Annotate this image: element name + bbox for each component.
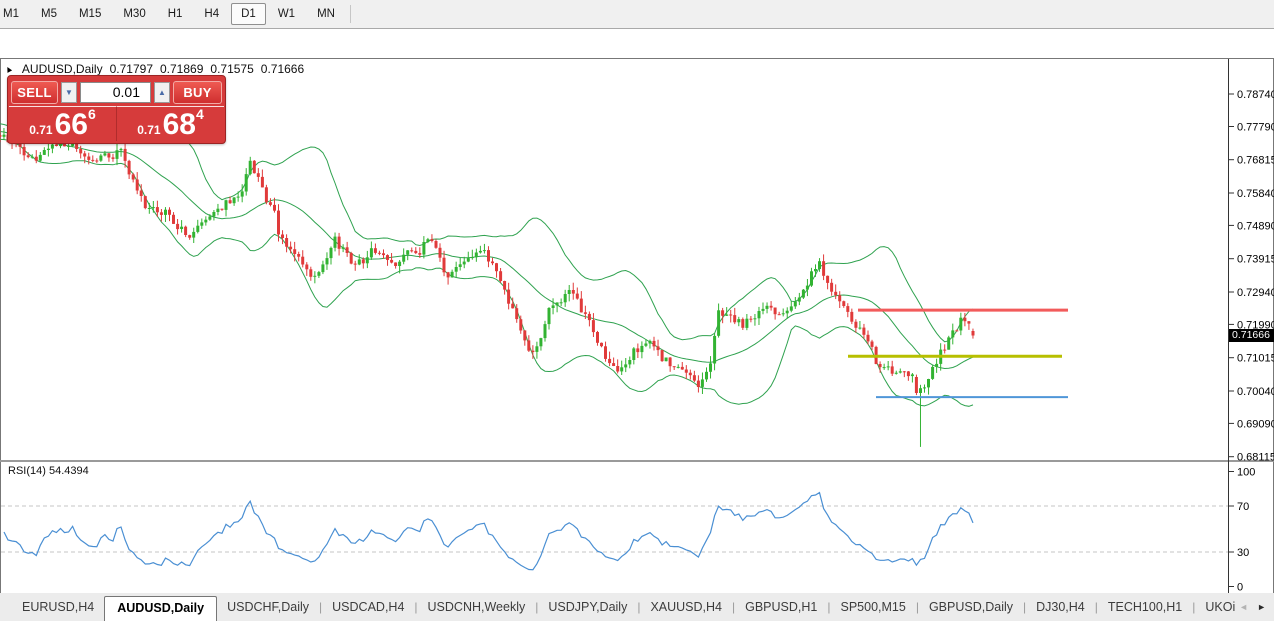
toolbar-separator (349, 5, 351, 23)
price-axis-label: 0.71990 (1237, 319, 1274, 331)
price-axis-label: 0.77790 (1237, 122, 1274, 134)
chart-tabbar: EURUSD,H4 AUDUSD,Daily USDCHF,Daily | USDCAD… (0, 593, 1274, 621)
chart-tab-gbpusd-h1[interactable]: GBPUSD,H1 (745, 600, 818, 614)
chart-tab-usdjpy-daily[interactable]: USDJPY,Daily (548, 600, 628, 614)
chart-tab-dj30-h4[interactable]: DJ30,H4 (1036, 600, 1085, 614)
rsi-axis-label: 100 (1237, 467, 1255, 479)
timeframe-button-m15[interactable]: M15 (78, 8, 102, 20)
chart-title: ▲ AUDUSD,Daily 0.71797 0.71869 0.71575 0… (2, 62, 305, 76)
ohlc-low: 0.71575 (210, 62, 254, 76)
timeframe-button-m1[interactable]: M1 (3, 8, 19, 20)
rsi-line (3, 491, 974, 571)
price-axis-label: 0.71015 (1237, 353, 1274, 365)
chart-tab-gbpusd-daily[interactable]: GBPUSD,Daily (928, 600, 1013, 614)
price-axis-label: 0.73915 (1237, 254, 1274, 266)
candles (0, 128, 975, 447)
volume-increase-button[interactable]: ▲ (154, 81, 170, 103)
tab-separator: | (535, 600, 539, 614)
sell-price-prefix: 0.71 (29, 123, 53, 137)
tab-separator: | (732, 600, 736, 614)
tab-separator: | (319, 600, 323, 614)
price-axis-label: 0.74890 (1237, 220, 1274, 232)
price-axis-label: 0.72940 (1237, 287, 1274, 299)
tab-separator: | (1192, 600, 1196, 614)
buy-price-pips: 68 (162, 108, 196, 141)
tab-separator: | (827, 600, 831, 614)
timeframe-button-w1[interactable]: W1 (277, 8, 296, 20)
chart-tab-usdcad-h4[interactable]: USDCAD,H4 (332, 600, 405, 614)
chart-tab-audusd-daily[interactable]: AUDUSD,Daily (104, 595, 218, 621)
chart-symbol-label: AUDUSD,Daily (21, 62, 103, 76)
rsi-indicator-label: RSI(14) 54.4394 (8, 465, 89, 477)
buy-price-prefix: 0.71 (137, 123, 161, 137)
timeframe-button-m30[interactable]: M30 (123, 8, 146, 20)
tab-scroll-right-icon[interactable]: ► (1257, 602, 1266, 612)
price-axis[interactable]: 0.78740 0.77790 0.76815 0.75840 0.74890 0.739… (1229, 89, 1274, 464)
chart-tab-tech100-h1[interactable]: TECH100,H1 (1107, 600, 1183, 614)
timeframe-button-h1[interactable]: H1 (167, 8, 183, 20)
current-price-tag: 0.71666 (1229, 329, 1274, 342)
price-axis-label: 0.69090 (1237, 418, 1274, 430)
chart-tab-eurusd-h4[interactable]: EURUSD,H4 (22, 600, 95, 614)
tab-separator: | (637, 600, 641, 614)
collapse-arrow-icon[interactable]: ▲ (2, 62, 15, 76)
trade-panel-prices: 0.71 66 6 0.71 68 4 (8, 106, 225, 141)
rsi-axis-label: 70 (1237, 501, 1249, 513)
volume-input[interactable] (80, 81, 151, 103)
chart-tab-usdchf-daily[interactable]: USDCHF,Daily (227, 600, 310, 614)
buy-button[interactable]: BUY (173, 80, 222, 104)
chart-window[interactable]: 0.78740 0.77790 0.76815 0.75840 0.74890 0.739… (0, 29, 1274, 621)
tab-scroll-left-icon[interactable]: ◄ (1239, 602, 1249, 612)
tab-separator: | (414, 600, 418, 614)
tab-separator: | (915, 600, 919, 614)
bollinger-bands (0, 119, 974, 407)
one-click-trade-panel: SELL ▼ ▲ BUY 0.71 66 6 0.71 68 (7, 75, 226, 144)
trade-panel-controls: SELL ▼ ▲ BUY (8, 76, 225, 105)
tab-separator: | (1023, 600, 1027, 614)
ohlc-high: 0.71869 (160, 62, 204, 76)
rsi-axis-label: 30 (1237, 547, 1249, 559)
chart-tab-xauusd-h4[interactable]: XAUUSD,H4 (650, 600, 722, 614)
horizontal-line-objects[interactable] (848, 308, 1068, 399)
timeframe-toolbar: M1 M5 M15 M30 H1 H4 D1 W1 MN (0, 0, 1274, 29)
sell-button[interactable]: SELL (11, 80, 58, 104)
rsi-axis-label: 0 (1237, 582, 1243, 594)
buy-price[interactable]: 0.71 68 4 (117, 106, 224, 141)
caret-up-icon: ▲ (158, 87, 166, 97)
sell-price[interactable]: 0.71 66 6 (9, 106, 117, 141)
volume-decrease-button[interactable]: ▼ (61, 81, 77, 103)
tab-separator: | (1094, 600, 1098, 614)
ohlc-close: 0.71666 (260, 62, 305, 76)
timeframe-button-d1[interactable]: D1 (231, 3, 266, 25)
sell-price-point: 6 (87, 106, 96, 122)
timeframe-button-h4[interactable]: H4 (204, 8, 220, 20)
price-axis-label: 0.78740 (1237, 89, 1274, 101)
caret-down-icon: ▼ (65, 87, 73, 97)
timeframe-button-mn[interactable]: MN (317, 8, 335, 20)
price-axis-label: 0.70040 (1237, 386, 1274, 398)
chart-tab-usdcnh-weekly[interactable]: USDCNH,Weekly (427, 600, 526, 614)
timeframe-button-m5[interactable]: M5 (40, 8, 57, 20)
price-axis-label: 0.75840 (1237, 188, 1274, 200)
rsi-pane: 100 70 30 0 (1, 467, 1255, 594)
sell-price-pips: 66 (54, 108, 88, 141)
tab-scroll-nav: ◄ ► (1235, 593, 1270, 621)
buy-price-point: 4 (195, 106, 204, 122)
chart-tab-u[interactable]: U (1271, 596, 1274, 618)
ohlc-open: 0.71797 (109, 62, 153, 76)
chart-tab-sp500-m15[interactable]: SP500,M15 (840, 600, 906, 614)
price-axis-label: 0.68115 (1237, 452, 1274, 464)
price-axis-label: 0.76815 (1237, 155, 1274, 167)
